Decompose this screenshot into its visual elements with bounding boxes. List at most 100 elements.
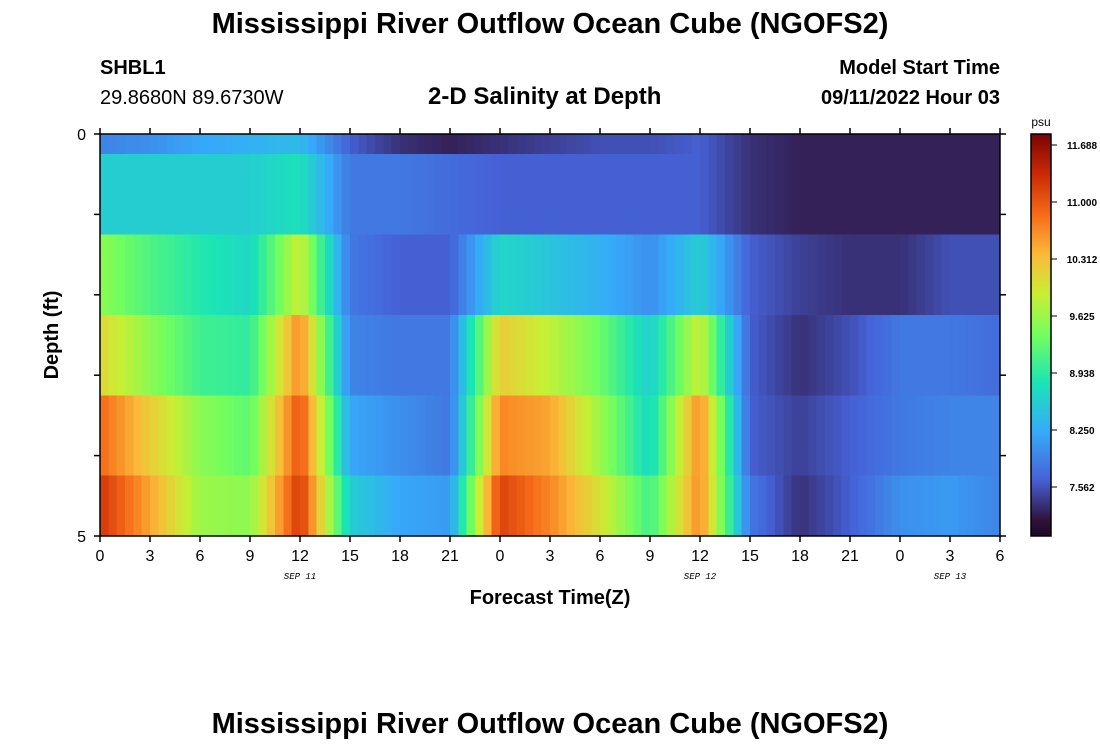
heatmap-cell bbox=[850, 154, 859, 235]
heatmap-cell bbox=[325, 154, 334, 235]
heatmap-cell bbox=[908, 395, 918, 476]
heatmap-cell bbox=[225, 314, 234, 396]
heatmap-cell bbox=[650, 314, 659, 396]
heatmap-cell bbox=[825, 234, 834, 315]
heatmap-cell bbox=[658, 154, 668, 235]
heatmap-cell bbox=[950, 234, 959, 315]
heatmap-cell bbox=[358, 475, 368, 536]
heatmap-cell bbox=[325, 134, 334, 155]
heatmap-cell bbox=[508, 314, 518, 396]
heatmap-cell bbox=[283, 154, 293, 235]
colorbar-label: 11.688 bbox=[1067, 141, 1097, 152]
heatmap-cell bbox=[625, 154, 634, 235]
heatmap-cell bbox=[366, 475, 376, 536]
x-tick-label: 3 bbox=[546, 548, 555, 565]
heatmap-cell bbox=[666, 234, 676, 315]
heatmap-cell bbox=[166, 234, 176, 315]
heatmap-cell bbox=[625, 395, 634, 476]
heatmap-cell bbox=[775, 395, 784, 476]
heatmap-cell bbox=[700, 314, 709, 396]
heatmap-cell bbox=[200, 314, 209, 396]
heatmap-cell bbox=[166, 314, 176, 396]
heatmap-cell bbox=[675, 475, 684, 536]
heatmap-cell bbox=[133, 234, 143, 315]
heatmap-cell bbox=[808, 314, 818, 396]
heatmap-cell bbox=[791, 475, 801, 536]
heatmap-cell bbox=[308, 154, 318, 235]
heatmap-cell bbox=[950, 134, 959, 155]
heatmap-cell bbox=[141, 234, 151, 315]
heatmap-cell bbox=[575, 134, 584, 155]
heatmap-cell bbox=[508, 134, 518, 155]
heatmap-cell bbox=[808, 234, 818, 315]
heatmap-cell bbox=[225, 395, 234, 476]
x-axis-label: Forecast Time(Z) bbox=[470, 587, 631, 609]
heatmap-cell bbox=[658, 234, 668, 315]
heatmap-cell bbox=[400, 234, 409, 315]
heatmap-cell bbox=[766, 134, 776, 155]
heatmap-cell bbox=[583, 234, 593, 315]
heatmap-cell bbox=[866, 475, 876, 536]
heatmap-cell bbox=[750, 395, 759, 476]
heatmap-cell bbox=[950, 395, 959, 476]
heatmap-cell bbox=[291, 475, 301, 536]
heatmap-cell bbox=[983, 154, 993, 235]
heatmap-cell bbox=[275, 314, 284, 396]
heatmap-cell bbox=[241, 395, 251, 476]
heatmap-cell bbox=[633, 134, 643, 155]
heatmap-cell bbox=[341, 134, 351, 155]
heatmap-cell bbox=[825, 134, 834, 155]
heatmap-cell bbox=[375, 154, 384, 235]
heatmap-cell bbox=[733, 314, 743, 396]
heatmap-cell bbox=[833, 134, 843, 155]
heatmap-cell bbox=[550, 134, 559, 155]
heatmap-cell bbox=[958, 134, 968, 155]
heatmap-cell bbox=[125, 314, 134, 396]
heatmap-cell bbox=[491, 154, 501, 235]
heatmap-cell bbox=[316, 134, 326, 155]
heatmap-cell bbox=[533, 475, 543, 536]
heatmap-cell bbox=[516, 134, 526, 155]
heatmap-cell bbox=[950, 314, 959, 396]
heatmap-cell bbox=[291, 314, 301, 396]
station-id: SHBL1 bbox=[100, 57, 166, 79]
heatmap-cell bbox=[891, 395, 901, 476]
heatmap-cell bbox=[991, 234, 1001, 315]
heatmap-cell bbox=[608, 134, 618, 155]
heatmap-cell bbox=[291, 134, 301, 155]
heatmap-cell bbox=[166, 395, 176, 476]
heatmap-cell bbox=[341, 154, 351, 235]
heatmap-cell bbox=[175, 154, 184, 235]
heatmap-cell bbox=[925, 475, 934, 536]
heatmap-cell bbox=[525, 134, 534, 155]
heatmap-cell bbox=[558, 314, 568, 396]
heatmap-cell bbox=[141, 314, 151, 396]
heatmap-cell bbox=[591, 154, 601, 235]
heatmap-cell bbox=[691, 395, 701, 476]
heatmap-cell bbox=[850, 134, 859, 155]
heatmap-cell bbox=[725, 134, 734, 155]
heatmap-cell bbox=[475, 475, 484, 536]
heatmap-cell bbox=[850, 234, 859, 315]
heatmap-cell bbox=[450, 395, 459, 476]
heatmap-cell bbox=[158, 314, 168, 396]
heatmap-cell bbox=[350, 134, 359, 155]
heatmap-cell bbox=[916, 234, 926, 315]
heatmap-cell bbox=[350, 234, 359, 315]
heatmap-cell bbox=[333, 314, 343, 396]
heatmap-cell bbox=[825, 475, 834, 536]
heatmap-cell bbox=[716, 314, 726, 396]
heatmap-cell bbox=[350, 154, 359, 235]
heatmap-cell bbox=[775, 154, 784, 235]
heatmap-cell bbox=[525, 314, 534, 396]
heatmap-cell bbox=[441, 395, 451, 476]
heatmap-cell bbox=[958, 154, 968, 235]
heatmap-cell bbox=[308, 395, 318, 476]
heatmap-cell bbox=[475, 395, 484, 476]
heatmap-cell bbox=[591, 475, 601, 536]
heatmap-cell bbox=[858, 154, 868, 235]
heatmap-cell bbox=[283, 314, 293, 396]
heatmap-cell bbox=[883, 475, 893, 536]
heatmap-cell bbox=[250, 154, 259, 235]
heatmap-cell bbox=[933, 134, 943, 155]
